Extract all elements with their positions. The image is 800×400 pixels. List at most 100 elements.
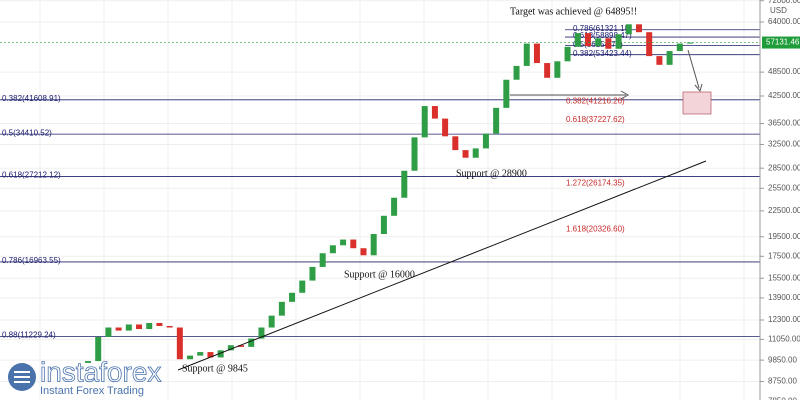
candle-body <box>493 107 500 134</box>
candle-body <box>380 215 387 234</box>
candle-body <box>411 137 418 171</box>
y-tick-label: 13900.00 <box>768 293 800 302</box>
y-tick-label: 42500.00 <box>768 91 800 100</box>
candle-body <box>666 51 673 65</box>
y-tick-label: 17500.00 <box>768 251 800 260</box>
y-tick-label: 36500.00 <box>768 119 800 128</box>
candle-body <box>309 266 316 281</box>
candle-body <box>166 325 173 328</box>
annotation: Support @ 16000 <box>344 269 415 280</box>
y-tick-label: 72000.00 <box>768 0 800 5</box>
arrow-head <box>694 83 703 93</box>
candle-body <box>125 324 132 331</box>
candle-body <box>554 61 561 78</box>
candle-body <box>544 63 551 78</box>
y-tick-label: 12300.00 <box>768 315 800 324</box>
candle-body <box>472 148 479 158</box>
candle-body <box>85 361 91 363</box>
y-tick-label: 8750.00 <box>768 377 797 386</box>
fib-label: 0.382(53423.44) <box>573 49 632 58</box>
candle-body <box>625 24 632 35</box>
annotation: Support @ 9845 <box>182 363 248 374</box>
projection-label: 1.618(20326.60) <box>566 224 625 233</box>
brand: instaforex <box>40 356 161 387</box>
y-tick-label: 32500.00 <box>768 140 800 149</box>
candle-body <box>105 327 112 337</box>
candle-body <box>503 79 510 108</box>
candle-body <box>635 24 642 33</box>
annotation: Support @ 28900 <box>456 168 527 179</box>
y-tick-label: 9850.00 <box>768 355 797 364</box>
last-price-box <box>762 36 800 49</box>
candle-body <box>146 322 153 330</box>
candle-body <box>482 133 489 149</box>
candle-body <box>676 43 683 52</box>
candle-body <box>523 43 530 66</box>
candle-body <box>574 33 581 47</box>
y-tick-label: 19500.00 <box>768 232 800 241</box>
candle-body <box>401 170 408 198</box>
candle-body <box>217 350 224 358</box>
candle-body <box>391 197 398 216</box>
fib-label: 0.786(16963.55) <box>2 256 61 265</box>
arrow-head <box>620 90 630 100</box>
fib-label: 0.618(27212.12) <box>2 171 61 180</box>
candle-body <box>207 352 214 358</box>
levels: 0.382(41608.91) 0.5(34410.52) 0.618(27212.… <box>0 24 760 340</box>
logo: instaforex Instant Forex Trading <box>8 356 162 397</box>
candle-body <box>299 280 306 293</box>
candle-body <box>442 118 449 137</box>
candle-body <box>238 345 245 347</box>
candle-body <box>584 33 591 47</box>
target-box <box>682 91 712 115</box>
candle-body <box>268 315 275 328</box>
fib-label: 0.382(41608.91) <box>2 94 61 103</box>
candle-body <box>360 248 367 256</box>
candle-body <box>289 292 296 302</box>
y-tick-label: 64000.00 <box>768 17 800 26</box>
fib-label: 0.88(11229.24) <box>2 331 56 340</box>
grid <box>0 0 760 400</box>
brand-tagline: Instant Forex Trading <box>40 385 144 397</box>
candle-body <box>646 32 653 57</box>
candle-body <box>197 352 204 356</box>
candle-body <box>319 253 326 267</box>
projection-label: 1.272(26174.35) <box>566 179 625 188</box>
candle-body <box>595 38 602 47</box>
candle-body <box>115 327 122 331</box>
candle-body <box>605 38 612 49</box>
last-price-label: 57131.46 <box>766 38 800 47</box>
candle-body <box>248 338 255 347</box>
candle-body <box>452 136 459 151</box>
trend-line <box>177 160 707 371</box>
candle-body <box>278 301 285 316</box>
y-tick-label: 28500.00 <box>768 163 800 172</box>
candle-body <box>350 239 357 249</box>
candle-body <box>329 245 336 254</box>
candle-body <box>340 239 347 246</box>
logo-mark <box>14 371 30 383</box>
candle-body <box>421 106 428 138</box>
candle-body <box>513 65 520 80</box>
candle-body <box>370 233 377 256</box>
candle-body <box>258 327 265 339</box>
projection-label: 0.618(37227.62) <box>566 115 625 124</box>
candles <box>85 24 693 363</box>
candle-body <box>615 34 622 49</box>
y-tick-label: 11050.00 <box>768 334 800 343</box>
candle-body <box>187 355 194 360</box>
candle-body <box>136 324 143 330</box>
candle-body <box>431 106 438 119</box>
candle-body <box>687 42 693 44</box>
candle-body <box>564 46 571 62</box>
y-tick-label: 7850.00 <box>768 396 797 400</box>
candle-body <box>533 43 540 64</box>
fib-label: 0.5(34410.52) <box>2 128 52 137</box>
candle-body <box>156 322 163 326</box>
annotation: Target was achieved @ 64895!! <box>510 6 637 17</box>
currency: USD <box>770 6 787 15</box>
projection-label: 0.382(41216.26) <box>566 97 625 106</box>
fib-label: 0.618(58898.47) <box>573 31 632 40</box>
